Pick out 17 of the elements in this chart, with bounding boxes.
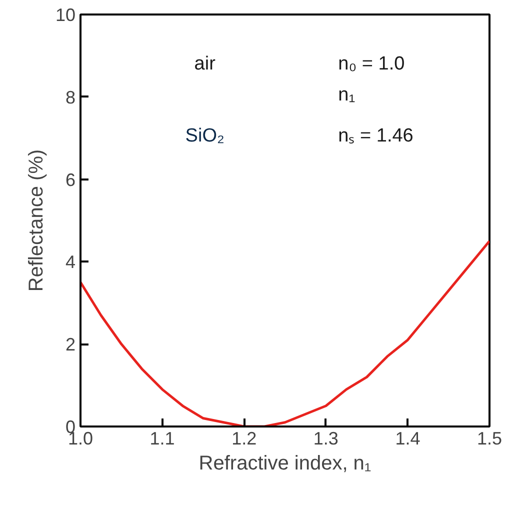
x-tick-label: 1.1 (150, 428, 175, 448)
annotation: n₀ = 1.0 (338, 53, 405, 74)
x-tick-label: 1.3 (313, 428, 338, 448)
annotation: SiO₂ (185, 126, 224, 147)
annotation: n₁ (338, 84, 356, 106)
y-tick-label: 10 (55, 5, 76, 25)
x-tick-label: 1.4 (395, 428, 420, 448)
y-tick-label: 4 (65, 252, 76, 272)
y-tick-label: 8 (65, 87, 76, 108)
y-tick-label: 2 (65, 334, 76, 355)
x-tick-label: 1.5 (476, 428, 502, 448)
x-axis-title: Refractive index, n₁ (198, 452, 372, 474)
annotation: nₛ = 1.46 (338, 126, 414, 147)
y-tick-label: 6 (65, 170, 76, 190)
x-tick-label: 1.2 (232, 428, 257, 448)
annotation: air (194, 53, 216, 74)
y-axis-title: Reflectance (%) (25, 149, 48, 292)
